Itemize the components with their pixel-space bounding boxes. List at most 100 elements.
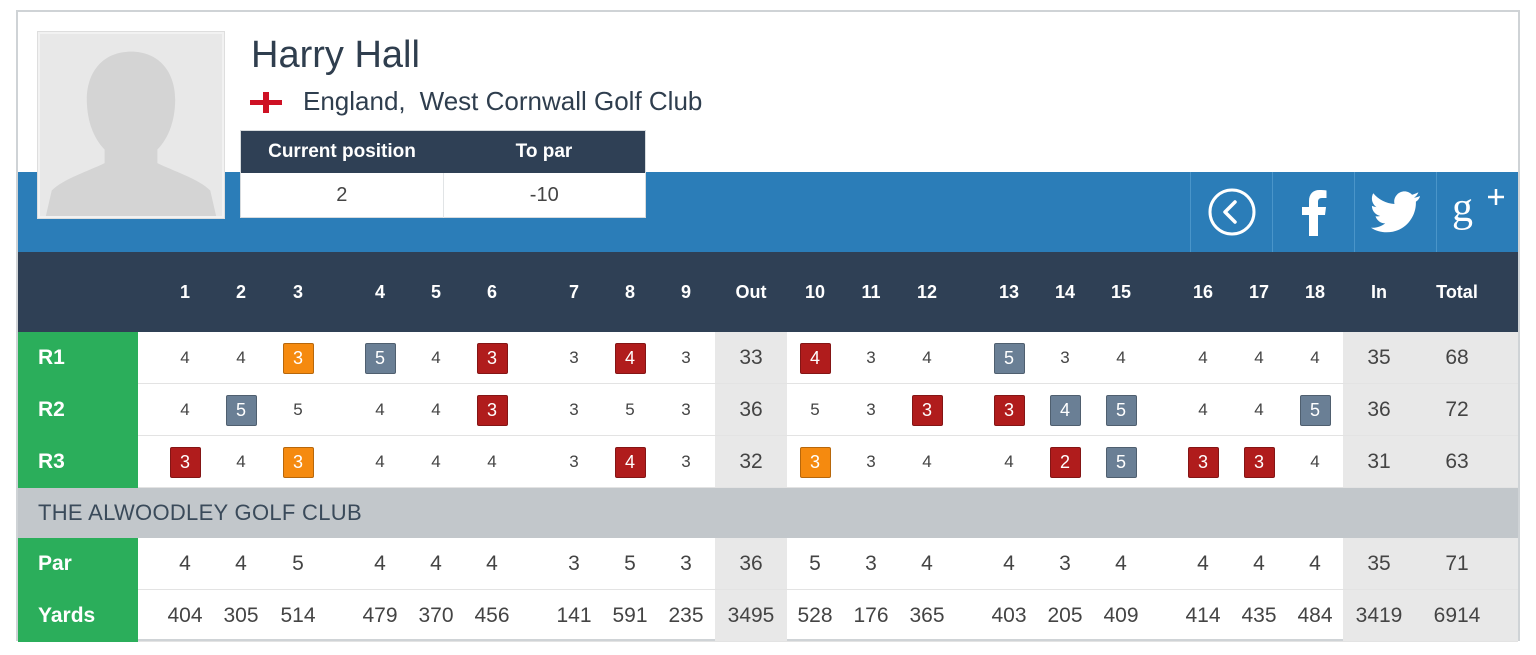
round-row-r1: R1 4 4 3 5 4 3 3 4 3 33 4 3 4 5 3 4 4 4 4 35 68 [18,332,1518,384]
score-cell-total: 63 [1445,450,1469,473]
course-name-row: THE ALWOODLEY GOLF CLUB [18,488,1518,538]
score-cell-8: 4 [602,332,658,384]
score-cell-12: 3 [899,384,955,436]
score-cell-14: 3 [1060,348,1070,367]
bogey-badge: 4 [1049,394,1081,426]
score-cell-3: 3 [270,436,326,488]
row-label: Yards [18,590,138,642]
score-cell-18: 4 [1309,552,1321,575]
subtotal-shade [1343,538,1518,589]
player-avatar [38,32,224,218]
position-box: Current position To par 2 -10 [240,130,646,218]
score-cell-7: 141 [556,604,592,627]
score-cell-2: 4 [236,452,246,471]
score-cell-9: 235 [668,604,704,627]
score-cell-11: 3 [866,400,876,419]
score-cell-1: 4 [180,348,190,367]
score-cell-total: 72 [1445,398,1469,421]
google-plus-icon: g [1452,187,1504,231]
bogey-badge: 5 [1299,394,1331,426]
score-cell-1: 3 [157,436,213,488]
score-cell-out: 33 [739,346,763,369]
to-par-header: To par [515,141,573,162]
score-cell-2: 305 [223,604,259,627]
subtotal-shade [1343,590,1518,641]
score-cell-13: 5 [981,332,1037,384]
score-cell-14: 2 [1037,436,1093,488]
column-header-9: 9 [680,281,691,302]
score-cell-16: 4 [1198,400,1208,419]
facebook-button[interactable] [1272,172,1354,252]
bogey-badge: 5 [1105,394,1137,426]
column-header-6: 6 [486,281,497,302]
column-header-8: 8 [624,281,635,302]
score-cell-15: 4 [1116,348,1126,367]
column-header-13: 13 [998,281,1020,302]
score-cell-8: 5 [624,552,636,575]
score-cell-6: 4 [486,552,498,575]
column-header-17: 17 [1248,281,1270,302]
column-header-total: Total [1436,281,1478,302]
score-cell-5: 4 [431,400,441,419]
score-cell-3: 5 [293,400,303,419]
row-label: Par [18,538,138,590]
subtotal-shade [715,436,787,487]
row-label: R1 [18,332,138,384]
score-cell-12: 4 [921,552,933,575]
birdie-badge: 4 [799,342,831,374]
scorecard-header-row: 1 2 3 4 5 6 7 8 9 Out 10 11 12 13 14 15 16 17 18 In Total [18,252,1518,332]
score-cell-7: 3 [569,400,579,419]
player-name: Harry Hall [251,34,420,76]
subtotal-shade [1343,436,1518,487]
score-cell-5: 370 [418,604,454,627]
score-cell-4: 5 [352,332,408,384]
birdie-badge: 3 [476,342,508,374]
twitter-icon [1370,191,1420,233]
score-cell-2: 4 [236,348,246,367]
score-cell-16: 4 [1197,552,1209,575]
score-cell-13: 4 [1004,452,1014,471]
score-cell-8: 5 [625,400,635,419]
score-cell-4: 4 [375,400,385,419]
score-cell-9: 3 [681,348,691,367]
score-cell-2: 4 [235,552,247,575]
score-cell-8: 4 [602,436,658,488]
score-cell-6: 4 [487,452,497,471]
birdie-badge: 3 [169,446,201,478]
subtotal-shade [715,538,787,589]
eagle-badge: 3 [282,446,314,478]
score-cell-1: 4 [180,400,190,419]
score-cell-out: 36 [739,552,763,575]
score-cell-4: 479 [362,604,398,627]
england-flag-icon [250,92,282,113]
column-header-4: 4 [374,281,385,302]
back-button[interactable] [1190,172,1272,252]
column-header-7: 7 [568,281,579,302]
score-cell-6: 456 [474,604,510,627]
bogey-badge: 5 [225,394,257,426]
score-cell-5: 4 [430,552,442,575]
score-cell-13: 4 [1003,552,1015,575]
birdie-badge: 4 [614,446,646,478]
score-cell-10: 3 [787,436,843,488]
column-header-15: 15 [1110,281,1132,302]
twitter-button[interactable] [1354,172,1436,252]
score-cell-14: 3 [1059,552,1071,575]
score-cell-6: 3 [464,384,520,436]
bogey-badge: 5 [364,342,396,374]
score-cell-9: 3 [681,400,691,419]
birdie-badge: 3 [911,394,943,426]
score-cell-12: 4 [922,348,932,367]
current-position-value: 2 [241,173,444,218]
score-cell-7: 3 [568,552,580,575]
column-header-3: 3 [292,281,303,302]
subtotal-shade [1343,332,1518,383]
score-cell-2: 5 [213,384,269,436]
score-cell-out: 3495 [727,604,775,627]
google-plus-button[interactable]: g [1436,172,1518,252]
column-header-10: 10 [804,281,826,302]
score-cell-5: 4 [431,348,441,367]
score-cell-8: 591 [612,604,648,627]
column-header-16: 16 [1192,281,1214,302]
score-cell-10: 4 [787,332,843,384]
